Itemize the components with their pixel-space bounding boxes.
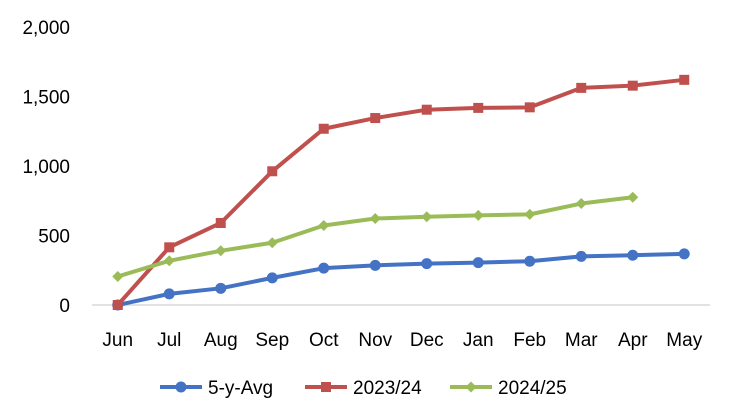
x-tick-label: Jun <box>102 330 133 351</box>
x-tick-label: Jan <box>463 330 494 351</box>
legend-item: 2024/25 <box>450 378 567 399</box>
legend-marker <box>465 381 477 393</box>
data-point <box>215 282 227 294</box>
data-point <box>421 211 433 223</box>
x-tick-label: May <box>666 330 702 351</box>
data-point <box>318 123 329 134</box>
x-tick-label: Jul <box>157 330 181 351</box>
data-point <box>627 249 639 261</box>
x-tick-label: Dec <box>410 330 444 351</box>
legend-label: 2023/24 <box>353 378 422 399</box>
data-point <box>215 217 226 228</box>
y-tick-label: 1,500 <box>22 88 70 109</box>
x-tick-label: Apr <box>618 330 648 351</box>
data-point <box>421 258 433 270</box>
data-point <box>112 300 123 310</box>
data-point <box>472 257 484 269</box>
series-1 <box>112 74 690 310</box>
data-point <box>627 191 639 203</box>
x-tick-label: Sep <box>255 330 289 351</box>
legend-item: 2023/24 <box>305 378 422 399</box>
data-point <box>318 262 330 274</box>
data-point <box>369 259 381 271</box>
data-point <box>369 213 381 225</box>
data-point <box>627 80 638 91</box>
data-point <box>370 113 381 124</box>
x-tick-label: Mar <box>565 330 598 351</box>
data-point <box>421 104 432 115</box>
data-point <box>678 248 690 260</box>
data-point <box>575 198 587 210</box>
data-point <box>472 209 484 221</box>
data-point <box>524 208 536 220</box>
legend-marker <box>321 382 331 392</box>
data-point <box>164 242 175 253</box>
series-2 <box>112 191 639 283</box>
legend-label: 5-y-Avg <box>208 378 273 399</box>
series-0 <box>112 248 690 311</box>
data-point <box>473 102 484 113</box>
y-tick-label: 0 <box>59 296 70 317</box>
y-tick-label: 2,000 <box>22 18 70 39</box>
x-tick-label: Nov <box>358 330 392 351</box>
data-point <box>524 255 536 267</box>
data-point <box>318 219 330 231</box>
data-point <box>163 255 175 267</box>
data-point <box>267 166 278 177</box>
data-point <box>163 288 175 300</box>
data-point <box>266 237 278 249</box>
series-line <box>115 77 687 307</box>
series-line <box>115 251 687 307</box>
data-point <box>266 272 278 284</box>
x-axis: Jun Jul Aug Sep Oct Nov Dec Jan Feb Mar Apr May <box>92 304 710 351</box>
data-point <box>215 245 227 257</box>
data-point <box>524 102 535 113</box>
legend: 5-y-Avg 2023/24 2024/25 <box>160 378 567 399</box>
legend-item: 5-y-Avg <box>160 378 273 399</box>
x-tick-label: Aug <box>204 330 238 351</box>
legend-label: 2024/25 <box>498 378 567 399</box>
y-axis: 0 500 1,000 1,500 2,000 <box>22 18 70 317</box>
data-point <box>679 74 690 85</box>
data-point <box>575 250 587 262</box>
y-tick-label: 500 <box>38 227 70 248</box>
y-tick-label: 1,000 <box>22 157 70 178</box>
data-point <box>112 271 124 283</box>
x-tick-label: Feb <box>513 330 546 351</box>
series-layer <box>112 74 690 311</box>
data-point <box>576 82 587 93</box>
x-tick-label: Oct <box>309 330 339 351</box>
legend-marker <box>175 381 187 393</box>
